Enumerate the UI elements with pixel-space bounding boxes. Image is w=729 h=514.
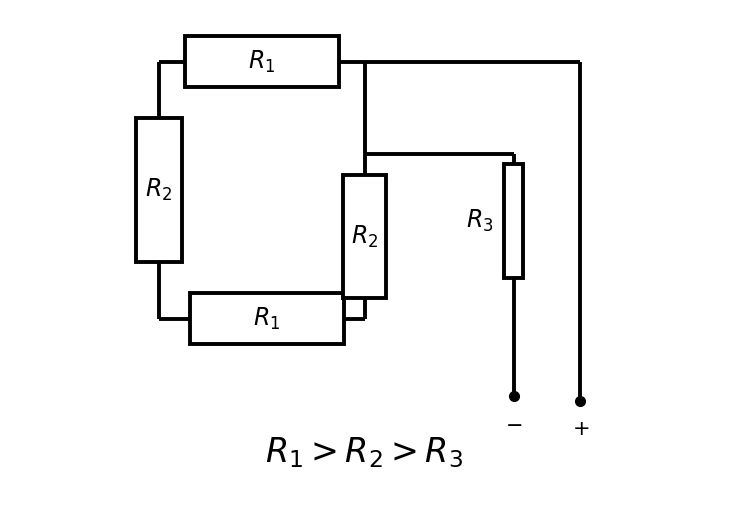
Bar — [184, 36, 339, 87]
Text: $R_1$: $R_1$ — [253, 306, 281, 332]
Text: $R_1>R_2>R_3$: $R_1>R_2>R_3$ — [265, 435, 464, 470]
Bar — [136, 118, 182, 262]
Bar — [343, 175, 386, 298]
Text: $R_2$: $R_2$ — [351, 224, 378, 249]
Bar — [504, 164, 523, 278]
Text: $R_1$: $R_1$ — [248, 49, 276, 75]
Text: $R_2$: $R_2$ — [145, 177, 173, 203]
Text: $+$: $+$ — [572, 419, 589, 439]
Text: $R_3$: $R_3$ — [467, 208, 494, 234]
Text: $-$: $-$ — [505, 414, 522, 434]
Bar — [190, 293, 344, 344]
